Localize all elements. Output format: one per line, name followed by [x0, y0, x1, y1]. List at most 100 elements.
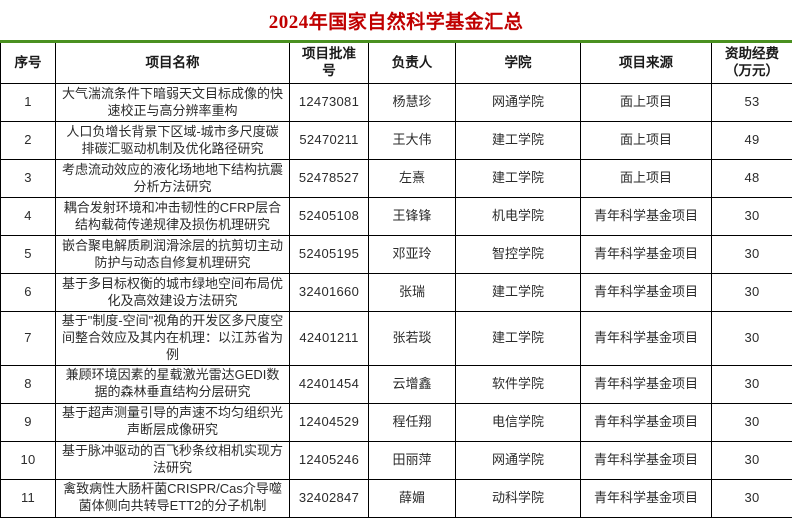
project-name-cell: 耦合发射环境和冲击韧性的CFRP层合结构载荷传递规律及损伤机理研究	[55, 197, 290, 236]
header-row: 序号 项目名称 项目批准 号 负责人 学院 项目来源 资助经费 （万元）	[0, 40, 792, 84]
college-cell: 动科学院	[455, 478, 581, 518]
row-number-cell: 3	[0, 159, 56, 198]
source-cell: 面上项目	[580, 121, 712, 160]
row-number-cell: 6	[0, 273, 56, 312]
project-name-cell: 基于脉冲驱动的百飞秒条纹相机实现方法研究	[55, 440, 290, 480]
column-header-project-name: 项目名称	[55, 40, 290, 84]
grant-number-cell: 52405195	[289, 235, 369, 274]
fund-amount-cell: 30	[711, 478, 792, 518]
source-cell: 青年科学基金项目	[580, 273, 712, 312]
source-cell: 青年科学基金项目	[580, 364, 712, 404]
project-name-cell: 大气湍流条件下暗弱天文目标成像的快速校正与高分辨率重构	[55, 83, 290, 122]
table-row: 1 大气湍流条件下暗弱天文目标成像的快速校正与高分辨率重构 12473081 杨慧珍网…	[0, 83, 792, 122]
row-number-cell: 2	[0, 121, 56, 160]
source-cell: 青年科学基金项目	[580, 440, 712, 480]
fund-amount-cell: 30	[711, 235, 792, 274]
row-number-cell: 9	[0, 402, 56, 442]
project-name-cell: 考虑流动效应的液化场地地下结构抗震分析方法研究	[55, 159, 290, 198]
college-cell: 建工学院	[455, 159, 581, 198]
college-cell: 网通学院	[455, 83, 581, 122]
college-cell: 智控学院	[455, 235, 581, 274]
column-header-grant-number: 项目批准 号	[289, 40, 369, 84]
pi-name-cell: 云增鑫	[368, 364, 456, 404]
column-header-pi: 负责人	[368, 40, 456, 84]
pi-name-cell: 张若琰	[368, 311, 456, 366]
fund-amount-cell: 30	[711, 273, 792, 312]
fund-amount-cell: 30	[711, 440, 792, 480]
column-header-source: 项目来源	[580, 40, 712, 84]
fund-amount-cell: 30	[711, 402, 792, 442]
fund-amount-cell: 30	[711, 197, 792, 236]
source-cell: 青年科学基金项目	[580, 402, 712, 442]
college-cell: 建工学院	[455, 273, 581, 312]
row-number-cell: 7	[0, 311, 56, 366]
table-row: 5 嵌合聚电解质刷润滑涂层的抗剪切主动防护与动态自修复机理研究 52405195 邓亚…	[0, 235, 792, 274]
college-cell: 建工学院	[455, 121, 581, 160]
college-cell: 电信学院	[455, 402, 581, 442]
row-number-cell: 10	[0, 440, 56, 480]
grant-number-cell: 12473081	[289, 83, 369, 122]
table-row: 11 禽致病性大肠杆菌CRISPR/Cas介导噬菌体侧向共转导ETT2的分子机制 3…	[0, 478, 792, 518]
fund-amount-cell: 53	[711, 83, 792, 122]
grant-number-cell: 42401211	[289, 311, 369, 366]
table-row: 6 基于多目标权衡的城市绿地空间布局优化及高效建设方法研究 32401660 张瑞 建工…	[0, 273, 792, 312]
fund-amount-cell: 30	[711, 311, 792, 366]
row-number-cell: 8	[0, 364, 56, 404]
grant-number-cell: 12405246	[289, 440, 369, 480]
pi-name-cell: 张瑞	[368, 273, 456, 312]
table-row: 7 基于"制度-空间"视角的开发区多尺度空间整合效应及其内在机理：以江苏省为例 42…	[0, 311, 792, 366]
table-row: 10 基于脉冲驱动的百飞秒条纹相机实现方法研究 12405246 田丽萍 网通学院 青年科…	[0, 440, 792, 480]
source-cell: 青年科学基金项目	[580, 478, 712, 518]
source-cell: 青年科学基金项目	[580, 197, 712, 236]
source-cell: 面上项目	[580, 159, 712, 198]
project-name-cell: 禽致病性大肠杆菌CRISPR/Cas介导噬菌体侧向共转导ETT2的分子机制	[55, 478, 290, 518]
grant-number-cell: 52405108	[289, 197, 369, 236]
fund-amount-cell: 30	[711, 364, 792, 404]
row-number-cell: 4	[0, 197, 56, 236]
project-name-cell: 基于多目标权衡的城市绿地空间布局优化及高效建设方法研究	[55, 273, 290, 312]
pi-name-cell: 邓亚玲	[368, 235, 456, 274]
grant-number-cell: 52478527	[289, 159, 369, 198]
project-name-cell: 基于"制度-空间"视角的开发区多尺度空间整合效应及其内在机理：以江苏省为例	[55, 311, 290, 366]
source-cell: 面上项目	[580, 83, 712, 122]
pi-name-cell: 左熹	[368, 159, 456, 198]
college-cell: 软件学院	[455, 364, 581, 404]
table-row: 9 基于超声测量引导的声速不均匀组织光声断层成像研究 12404529 程任翔 电信学院…	[0, 402, 792, 442]
grant-number-cell: 32402847	[289, 478, 369, 518]
project-name-cell: 人口负增长背景下区域-城市多尺度碳排碳汇驱动机制及优化路径研究	[55, 121, 290, 160]
pi-name-cell: 王大伟	[368, 121, 456, 160]
table-row: 3 考虑流动效应的液化场地地下结构抗震分析方法研究 52478527 左熹 建工学院 面上…	[0, 159, 792, 198]
project-name-cell: 嵌合聚电解质刷润滑涂层的抗剪切主动防护与动态自修复机理研究	[55, 235, 290, 274]
column-header-fund: 资助经费 （万元）	[711, 40, 792, 84]
pi-name-cell: 程任翔	[368, 402, 456, 442]
row-number-cell: 11	[0, 478, 56, 518]
grant-number-cell: 42401454	[289, 364, 369, 404]
grant-number-cell: 32401660	[289, 273, 369, 312]
column-header-index: 序号	[0, 40, 56, 84]
pi-name-cell: 杨慧珍	[368, 83, 456, 122]
college-cell: 机电学院	[455, 197, 581, 236]
college-cell: 网通学院	[455, 440, 581, 480]
project-name-cell: 兼顾环境因素的星载激光雷达GEDI数据的森林垂直结构分层研究	[55, 364, 290, 404]
grant-number-cell: 52470211	[289, 121, 369, 160]
row-number-cell: 5	[0, 235, 56, 274]
grant-number-cell: 12404529	[289, 402, 369, 442]
funding-table: 序号 项目名称 项目批准 号 负责人 学院 项目来源 资助经费 （万元） 1 大气…	[0, 40, 792, 518]
fund-amount-cell: 48	[711, 159, 792, 198]
college-cell: 建工学院	[455, 311, 581, 366]
project-name-cell: 基于超声测量引导的声速不均匀组织光声断层成像研究	[55, 402, 290, 442]
page-title: 2024年国家自然科学基金汇总	[268, 12, 524, 33]
pi-name-cell: 田丽萍	[368, 440, 456, 480]
table-row: 4 耦合发射环境和冲击韧性的CFRP层合结构载荷传递规律及损伤机理研究 524051…	[0, 197, 792, 236]
pi-name-cell: 薛媚	[368, 478, 456, 518]
table-header: 序号 项目名称 项目批准 号 负责人 学院 项目来源 资助经费 （万元）	[0, 40, 792, 84]
pi-name-cell: 王锋锋	[368, 197, 456, 236]
source-cell: 青年科学基金项目	[580, 311, 712, 366]
column-header-college: 学院	[455, 40, 581, 84]
fund-amount-cell: 49	[711, 121, 792, 160]
table-body: 1 大气湍流条件下暗弱天文目标成像的快速校正与高分辨率重构 12473081 杨慧珍网…	[0, 83, 792, 518]
row-number-cell: 1	[0, 83, 56, 122]
source-cell: 青年科学基金项目	[580, 235, 712, 274]
table-row: 8 兼顾环境因素的星载激光雷达GEDI数据的森林垂直结构分层研究 42401454 云…	[0, 364, 792, 404]
